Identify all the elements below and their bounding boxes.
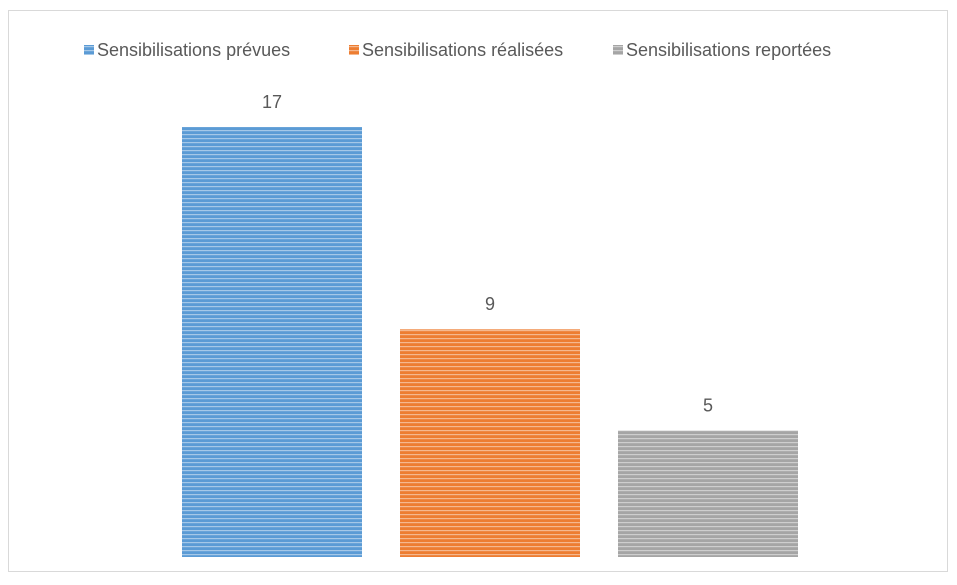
bar: [618, 430, 798, 557]
data-label: 17: [262, 92, 282, 112]
legend-label: Sensibilisations prévues: [97, 40, 290, 60]
data-label: 5: [703, 395, 713, 415]
data-label: 9: [485, 294, 495, 314]
legend-swatch: [613, 45, 623, 55]
bar: [400, 329, 580, 557]
legend-swatch: [84, 45, 94, 55]
bar: [182, 127, 362, 557]
legend-label: Sensibilisations réalisées: [362, 40, 563, 60]
legend-label: Sensibilisations reportées: [626, 40, 831, 60]
legend-swatch: [349, 45, 359, 55]
